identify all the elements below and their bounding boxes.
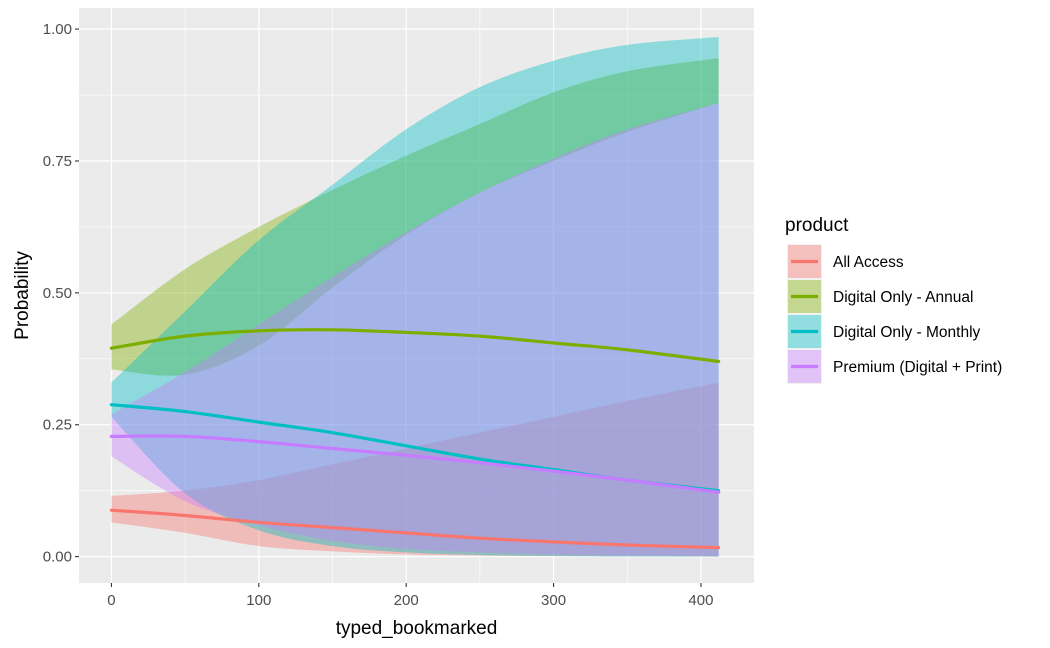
y-tick-label: 1.00 xyxy=(43,21,72,38)
y-tick-label: 0.00 xyxy=(43,549,72,566)
x-tick-label: 0 xyxy=(107,592,115,609)
line-series-2 xyxy=(109,328,721,364)
confidence-ribbons xyxy=(111,37,719,557)
x-tick-label: 200 xyxy=(394,592,419,609)
x-tick-label: 400 xyxy=(688,592,713,609)
plot-panel xyxy=(79,8,754,583)
y-tick-label: 0.50 xyxy=(43,285,72,302)
ribbon-series-3 xyxy=(111,37,719,557)
x-tick-label: 100 xyxy=(246,592,271,609)
grid-minor xyxy=(79,8,754,583)
y-axis: 0.00 0.25 0.50 0.75 1.00 xyxy=(43,21,79,566)
x-tick-label: 300 xyxy=(541,592,566,609)
ribbon-series-1 xyxy=(111,382,719,557)
legend-label: All Access xyxy=(833,254,904,271)
ribbon-series-2 xyxy=(111,58,719,376)
legend-title: product xyxy=(785,215,849,236)
line-series-4 xyxy=(109,434,721,494)
legend-label: Digital Only - Monthly xyxy=(833,324,981,341)
series-lines xyxy=(109,328,721,550)
x-axis: 0 100 200 300 400 xyxy=(107,583,713,609)
grid-major xyxy=(79,8,754,583)
y-axis-title: Probability xyxy=(12,251,33,340)
legend-items: All Access Digital Only - Annual Digital O… xyxy=(787,244,1002,384)
legend-label: Premium (Digital + Print) xyxy=(833,359,1002,376)
x-axis-title: typed_bookmarked xyxy=(336,618,498,639)
y-tick-label: 0.25 xyxy=(43,417,72,434)
legend-label: Digital Only - Annual xyxy=(833,289,973,306)
line-series-1 xyxy=(109,508,721,550)
y-tick-label: 0.75 xyxy=(43,153,72,170)
legend: product All Access Digital Only - Annual D… xyxy=(785,215,1002,384)
